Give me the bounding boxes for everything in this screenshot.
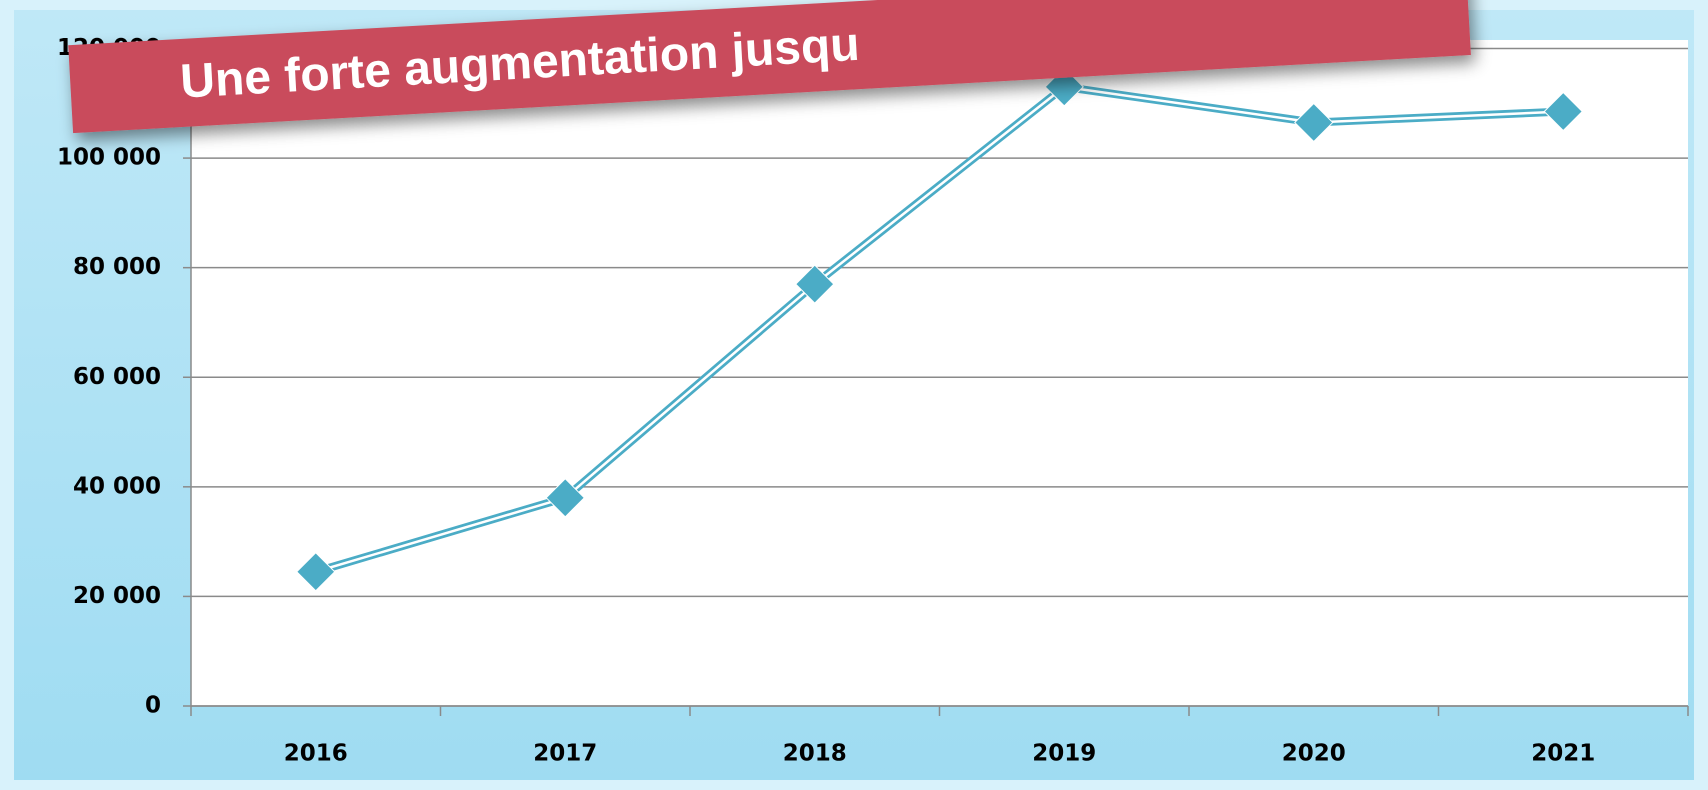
x-tick-label: 2019 xyxy=(1032,741,1096,767)
y-tick-label: 100 000 xyxy=(57,145,161,171)
plot-area xyxy=(191,40,1688,706)
banner-shape xyxy=(68,0,1471,134)
y-tick-label: 0 xyxy=(145,693,161,719)
x-tick-label: 2018 xyxy=(783,741,847,767)
x-tick-label: 2021 xyxy=(1531,741,1595,767)
series-line-inner xyxy=(315,85,1564,573)
x-tick-label: 2020 xyxy=(1282,741,1346,767)
data-point xyxy=(1044,67,1084,107)
y-tick-label: 60 000 xyxy=(73,364,161,390)
data-point xyxy=(795,264,835,304)
y-tick-label: 40 000 xyxy=(73,473,161,499)
x-tick-label: 2017 xyxy=(533,741,597,767)
y-tick-label: 20 000 xyxy=(73,583,161,609)
data-point xyxy=(296,552,336,592)
data-point xyxy=(1294,102,1334,143)
data-point xyxy=(545,478,585,518)
y-tick-label: 80 000 xyxy=(73,254,161,280)
title-banner: Une forte augmentation jusqu xyxy=(68,0,1471,134)
data-point xyxy=(1543,91,1583,132)
x-tick-label: 2016 xyxy=(284,741,348,767)
